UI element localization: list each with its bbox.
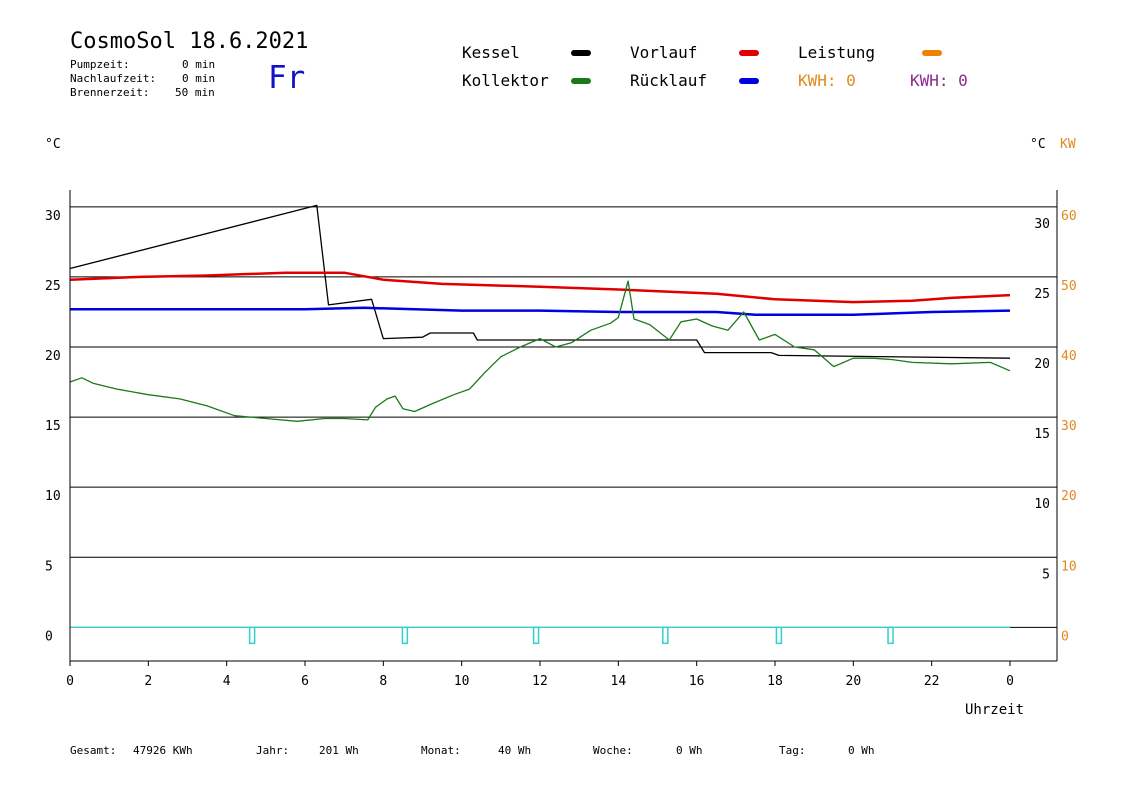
footer-woche-label: Woche: bbox=[593, 744, 633, 757]
tick-layer: 0 2 4 6 8 10 12 14 16 18 20 22 030252015105030252015… bbox=[45, 209, 1077, 689]
x-tick-label: 2 bbox=[144, 674, 152, 689]
y-tick-label-left: 15 bbox=[45, 419, 61, 434]
grid-layer bbox=[70, 206, 1057, 628]
kwh-orange-value: KWH: 0 bbox=[798, 71, 856, 90]
series-ruecklauf bbox=[70, 306, 1011, 317]
y2-tick-label-kw: 0 bbox=[1061, 629, 1069, 644]
y2-tick-label-kw: 40 bbox=[1061, 349, 1077, 364]
footer-woche-value: 0 Wh bbox=[676, 744, 703, 757]
pump-time-label: Pumpzeit: bbox=[70, 58, 130, 71]
y-tick-label-right: 25 bbox=[1034, 287, 1050, 302]
x-tick-label: 22 bbox=[924, 674, 940, 689]
weekday-label: Fr bbox=[268, 60, 306, 96]
legend-vorlauf-swatch bbox=[739, 50, 759, 56]
axis-layer bbox=[69, 190, 1058, 662]
y-axis-unit-right: °C bbox=[1030, 137, 1046, 152]
series-kessel bbox=[69, 204, 1011, 359]
afterrun-time-value: 0 min bbox=[182, 72, 216, 85]
pump-pulse-marker bbox=[887, 626, 894, 645]
legend-ruecklauf-label: Rücklauf bbox=[630, 71, 708, 90]
series-vorlauf bbox=[69, 271, 1011, 304]
y-tick-label-left: 25 bbox=[45, 279, 61, 294]
y-tick-label-right: 10 bbox=[1034, 497, 1050, 512]
y-tick-label-right: 5 bbox=[1042, 567, 1050, 582]
chart-title: CosmoSol 18.6.2021 bbox=[70, 29, 309, 54]
y2-tick-label-kw: 60 bbox=[1061, 209, 1077, 224]
series-kollektor bbox=[69, 280, 1011, 422]
x-tick-label: 18 bbox=[767, 674, 783, 689]
x-tick-label: 14 bbox=[611, 674, 627, 689]
x-tick-label: 4 bbox=[223, 674, 231, 689]
kwh-purple-value: KWH: 0 bbox=[910, 71, 968, 90]
y-tick-label-left: 5 bbox=[45, 559, 53, 574]
legend-ruecklauf-swatch bbox=[739, 78, 759, 84]
x-tick-label: 6 bbox=[301, 674, 309, 689]
y-axis-unit-left: °C bbox=[45, 137, 61, 152]
y-tick-label-left: 10 bbox=[45, 489, 61, 504]
y2-tick-label-kw: 20 bbox=[1061, 489, 1077, 504]
y2-tick-label-kw: 30 bbox=[1061, 419, 1077, 434]
pump-pulse-marker bbox=[775, 626, 783, 645]
y-tick-label-right: 30 bbox=[1034, 217, 1050, 232]
legend-leistung-label: Leistung bbox=[798, 43, 876, 62]
x-tick-label: 8 bbox=[379, 674, 387, 689]
x-tick-label: 12 bbox=[532, 674, 548, 689]
y2-axis-unit-kw: KW bbox=[1060, 137, 1076, 152]
pump-pulse-marker bbox=[401, 626, 409, 645]
x-tick-label: 0 bbox=[66, 674, 74, 689]
afterrun-time-label: Nachlaufzeit: bbox=[70, 72, 157, 85]
x-tick-label: 20 bbox=[846, 674, 862, 689]
x-axis-label: Uhrzeit bbox=[965, 702, 1024, 718]
legend-leistung-swatch bbox=[922, 50, 942, 56]
x-tick-label: 0 bbox=[1006, 674, 1014, 689]
burner-time-value: 50 min bbox=[175, 86, 215, 99]
footer-tag-value: 0 Wh bbox=[848, 744, 875, 757]
footer-jahr-value: 201 Wh bbox=[319, 744, 359, 757]
pump-pulse-marker bbox=[532, 626, 540, 645]
y-tick-label-right: 20 bbox=[1034, 357, 1050, 372]
y-tick-label-left: 20 bbox=[45, 349, 61, 364]
pump-pulse-marker bbox=[662, 626, 669, 645]
burner-time-label: Brennerzeit: bbox=[70, 86, 150, 99]
pump-pulse-marker bbox=[248, 626, 256, 645]
footer-monat-value: 40 Wh bbox=[498, 744, 532, 757]
y2-tick-label-kw: 10 bbox=[1061, 559, 1077, 574]
x-tick-label: 16 bbox=[689, 674, 705, 689]
legend-kollektor-label: Kollektor bbox=[462, 71, 549, 90]
footer-gesamt-value: 47926 KWh bbox=[133, 744, 193, 757]
pump-time-value: 0 min bbox=[182, 58, 216, 71]
footer-gesamt-label: Gesamt: bbox=[70, 744, 117, 757]
legend-kollektor-swatch bbox=[571, 78, 591, 84]
footer-jahr-label: Jahr: bbox=[256, 744, 290, 757]
y-tick-label-left: 0 bbox=[45, 629, 53, 644]
x-tick-label: 10 bbox=[454, 674, 470, 689]
legend-vorlauf-label: Vorlauf bbox=[630, 43, 698, 62]
series-layer bbox=[69, 204, 1011, 645]
legend-kessel-label: Kessel bbox=[462, 43, 520, 62]
footer-tag-label: Tag: bbox=[779, 744, 806, 757]
y-tick-label-left: 30 bbox=[45, 209, 61, 224]
footer-monat-label: Monat: bbox=[421, 744, 461, 757]
y-tick-label-right: 15 bbox=[1034, 427, 1050, 442]
legend-kessel-swatch bbox=[571, 50, 591, 56]
y2-tick-label-kw: 50 bbox=[1061, 279, 1077, 294]
